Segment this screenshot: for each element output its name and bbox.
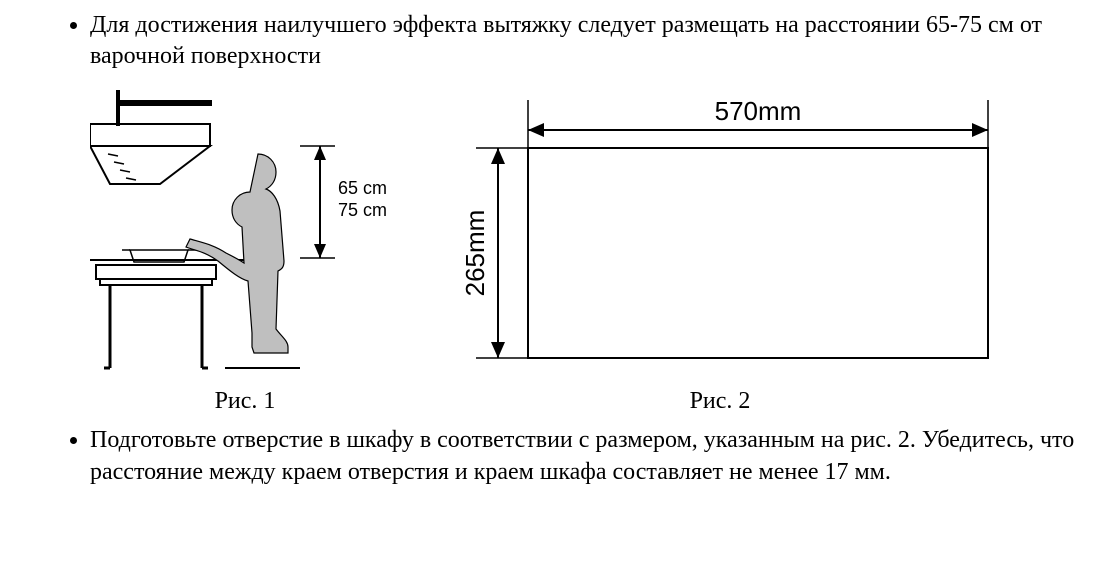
figure-2-caption: Рис. 2 <box>690 388 751 415</box>
cutout-rectangle <box>528 148 988 358</box>
figures-row: 65 cm 75 cm Рис. 1 570mm <box>90 90 1077 415</box>
fig1-dim-top: 65 cm <box>338 178 387 198</box>
figure-2-block: 570mm 265mm Рис. 2 <box>440 90 1000 415</box>
fig1-dim-bottom: 75 cm <box>338 200 387 220</box>
page: Для достижения наилучшего эффекта вытяжк… <box>0 0 1107 514</box>
bullet-2: Подготовьте отверстие в шкафу в соответс… <box>90 425 1077 487</box>
figure-1-block: 65 cm 75 cm Рис. 1 <box>90 90 400 415</box>
fig2-width-label: 570mm <box>715 96 802 126</box>
bullet-1: Для достижения наилучшего эффекта вытяжк… <box>90 10 1077 72</box>
figure-1-diagram: 65 cm 75 cm <box>90 90 400 370</box>
dimension-arrow-vertical <box>300 146 335 258</box>
fig2-height-label: 265mm <box>460 210 490 297</box>
bullet-1-text: Для достижения наилучшего эффекта вытяжк… <box>90 12 1042 69</box>
instruction-list-2: Подготовьте отверстие в шкафу в соответс… <box>30 425 1077 487</box>
figure-2-diagram: 570mm 265mm <box>440 90 1000 370</box>
bullet-2-text: Подготовьте отверстие в шкафу в соответс… <box>90 427 1074 484</box>
figure-1-caption: Рис. 1 <box>215 388 276 415</box>
instruction-list: Для достижения наилучшего эффекта вытяжк… <box>30 10 1077 72</box>
